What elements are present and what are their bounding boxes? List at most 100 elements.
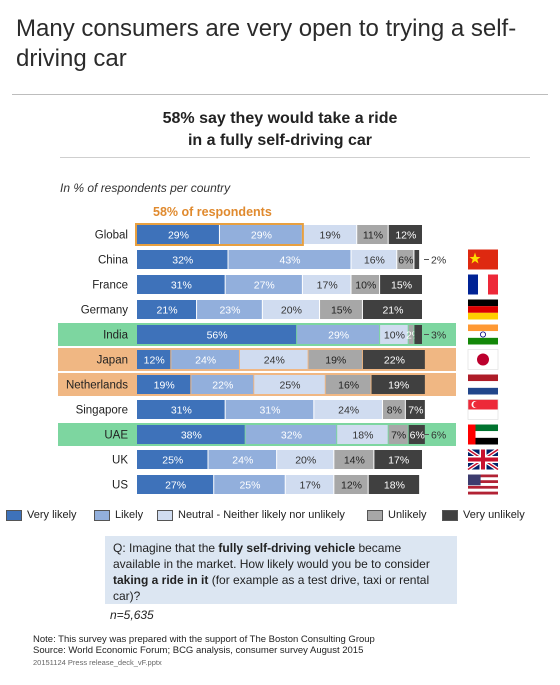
bar-singapore-very-likely bbox=[137, 400, 225, 419]
stacked-bar-chart: Global 29% 29% 19% 11% 12% China 32% 43% 16% 6% 2% F… bbox=[58, 223, 500, 495]
data-label-netherlands-unlikely: 16% bbox=[338, 380, 359, 392]
data-label-japan-very-unlikely: 22% bbox=[384, 355, 405, 367]
uk-flag bbox=[466, 447, 500, 472]
data-label-india-likely: 29% bbox=[328, 330, 349, 342]
category-label-china: China bbox=[98, 255, 129, 267]
bar-china-neutral bbox=[351, 250, 397, 269]
bar-uae-unlikely bbox=[388, 425, 408, 444]
bar-japan-unlikely bbox=[308, 350, 362, 369]
france-flag bbox=[468, 274, 498, 295]
bar-india-neutral bbox=[380, 325, 408, 344]
germany-flag bbox=[468, 299, 498, 320]
source-note: Note: This survey was prepared with the … bbox=[33, 634, 375, 656]
bar-singapore-neutral bbox=[314, 400, 382, 419]
title-divider bbox=[12, 94, 548, 95]
uae-flag bbox=[468, 424, 498, 445]
legend-label-very-likely: Very likely bbox=[27, 509, 77, 521]
bar-us-neutral bbox=[285, 475, 334, 494]
bar-france-likely bbox=[225, 275, 302, 294]
category-label-us: US bbox=[112, 480, 128, 492]
bar-global-neutral bbox=[302, 225, 357, 244]
data-label-japan-unlikely: 19% bbox=[325, 355, 346, 367]
bar-uae-neutral bbox=[337, 425, 388, 444]
data-label-france-unlikely: 10% bbox=[355, 280, 376, 292]
data-label-japan-neutral: 24% bbox=[264, 355, 285, 367]
bar-singapore-very-unlikely bbox=[405, 400, 425, 419]
data-label-netherlands-likely: 22% bbox=[212, 380, 233, 392]
unit-label: In % of respondents per country bbox=[60, 181, 231, 195]
bar-netherlands-neutral bbox=[254, 375, 325, 394]
question-suffix: (for example as a test drive, taxi or re… bbox=[113, 573, 430, 603]
category-label-uae: UAE bbox=[104, 430, 128, 442]
bar-global-likely bbox=[219, 225, 302, 244]
legend-label-neutral: Neutral - Neither likely nor unlikely bbox=[178, 509, 345, 521]
bar-us-unlikely bbox=[334, 475, 368, 494]
subtitle-line-1: 58% say they would take a ride bbox=[162, 110, 398, 127]
bar-germany-very-unlikely bbox=[362, 300, 422, 319]
legend-label-unlikely: Unlikely bbox=[388, 509, 427, 521]
bar-global-very-likely bbox=[137, 225, 219, 244]
bar-china-unlikely bbox=[397, 250, 414, 269]
data-label-india-neutral: 10% bbox=[384, 330, 405, 342]
legend-item-likely: Likely bbox=[94, 508, 143, 524]
data-label-uk-neutral: 20% bbox=[295, 455, 316, 467]
data-label-us-very-unlikely: 18% bbox=[384, 480, 405, 492]
data-label-uae-very-likely: 38% bbox=[181, 430, 202, 442]
bar-uae-very-likely bbox=[137, 425, 245, 444]
legend-swatch-very-likely bbox=[6, 509, 22, 521]
bar-france-unlikely bbox=[351, 275, 380, 294]
category-label-uk: UK bbox=[112, 455, 128, 467]
data-label-uk-likely: 24% bbox=[232, 455, 253, 467]
data-label-singapore-neutral: 24% bbox=[338, 405, 359, 417]
data-label-netherlands-very-likely: 19% bbox=[154, 380, 175, 392]
survey-question-box: Q: Imagine that the fully self-driving v… bbox=[105, 536, 457, 604]
category-label-japan: Japan bbox=[97, 355, 128, 367]
bar-us-likely bbox=[214, 475, 285, 494]
bar-us-very-likely bbox=[137, 475, 214, 494]
legend-label-very-unlikely: Very unlikely bbox=[463, 509, 525, 521]
data-label-china-unlikely: 6% bbox=[398, 255, 413, 267]
outside-label-india: 3% bbox=[431, 330, 446, 342]
data-label-uk-unlikely: 14% bbox=[344, 455, 365, 467]
note-line-1: Note: This survey was prepared with the … bbox=[33, 634, 375, 645]
data-label-global-very-unlikely: 12% bbox=[395, 230, 416, 242]
data-label-global-unlikely: 11% bbox=[363, 230, 383, 242]
bar-china-likely bbox=[228, 250, 351, 269]
note-line-2: Source: World Economic Forum; BCG analys… bbox=[33, 645, 364, 656]
data-label-global-likely: 29% bbox=[251, 230, 272, 242]
data-label-china-neutral: 16% bbox=[364, 255, 385, 267]
data-label-singapore-likely: 31% bbox=[259, 405, 280, 417]
bar-japan-likely bbox=[171, 350, 239, 369]
bar-india-very-unlikely bbox=[414, 325, 422, 344]
data-label-france-neutral: 17% bbox=[317, 280, 338, 292]
highlight-label: 58% of respondents bbox=[153, 205, 272, 219]
outside-label-china: 2% bbox=[431, 255, 446, 267]
data-label-germany-likely: 23% bbox=[219, 305, 240, 317]
data-label-germany-very-likely: 21% bbox=[157, 305, 178, 317]
data-label-netherlands-very-unlikely: 19% bbox=[388, 380, 409, 392]
bar-netherlands-very-likely bbox=[137, 375, 191, 394]
file-reference: 20151124 Press release_deck_vF.pptx bbox=[33, 658, 162, 667]
category-label-singapore: Singapore bbox=[76, 405, 128, 417]
bar-netherlands-likely bbox=[191, 375, 254, 394]
bar-us-very-unlikely bbox=[368, 475, 420, 494]
bar-japan-very-likely bbox=[137, 350, 171, 369]
netherlands-flag bbox=[468, 374, 498, 395]
us-flag bbox=[468, 474, 498, 495]
bar-uk-very-unlikely bbox=[374, 450, 422, 469]
data-label-germany-neutral: 20% bbox=[281, 305, 302, 317]
chart-legend: Very likely Likely Neutral - Neither lik… bbox=[6, 508, 556, 524]
bar-india-unlikely bbox=[408, 325, 414, 344]
data-label-us-likely: 25% bbox=[239, 480, 260, 492]
data-label-singapore-very-unlikely: 7% bbox=[408, 405, 423, 417]
subtitle-divider bbox=[60, 157, 530, 158]
data-label-us-very-likely: 27% bbox=[165, 480, 186, 492]
bar-germany-very-likely bbox=[137, 300, 197, 319]
outside-label-uae: 6% bbox=[431, 430, 446, 442]
category-label-india: India bbox=[103, 330, 129, 342]
data-label-uae-unlikely: 7% bbox=[391, 430, 406, 442]
data-label-global-very-likely: 29% bbox=[168, 230, 189, 242]
bar-germany-unlikely bbox=[320, 300, 362, 319]
global-top-two-outline bbox=[135, 223, 304, 246]
data-label-global-neutral: 19% bbox=[320, 230, 341, 242]
